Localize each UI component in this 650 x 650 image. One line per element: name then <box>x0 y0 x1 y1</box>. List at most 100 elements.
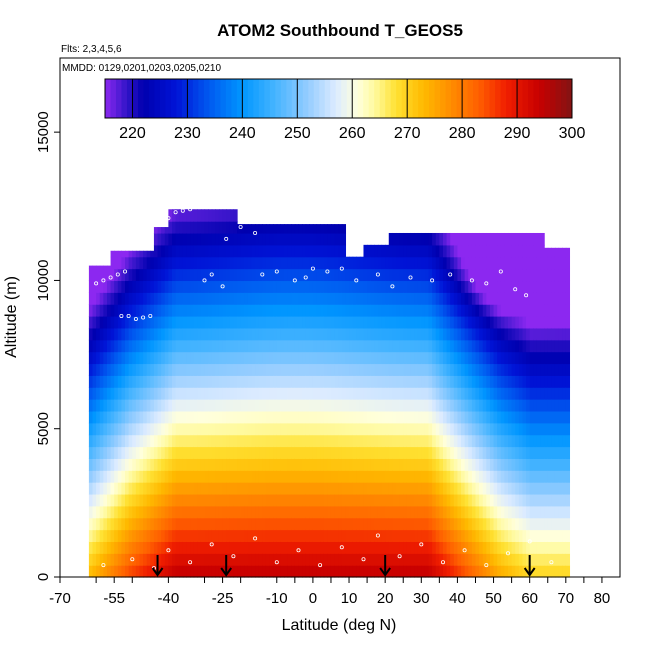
field-cell <box>117 493 123 507</box>
field-cell <box>291 244 296 258</box>
field-cell <box>237 363 242 376</box>
field-cell <box>197 410 202 424</box>
field-cell <box>251 387 256 400</box>
colorbar-cell <box>176 79 183 118</box>
field-cell <box>370 517 375 531</box>
field-cell <box>106 505 112 519</box>
field-cell <box>399 458 404 471</box>
field-cell <box>208 304 213 317</box>
field-cell <box>103 327 108 341</box>
field-cell <box>388 529 393 543</box>
field-cell <box>96 505 101 519</box>
field-cell <box>179 422 184 436</box>
field-cell <box>406 351 412 365</box>
field-cell <box>475 316 480 329</box>
field-cell <box>211 470 216 483</box>
field-cell <box>309 446 314 459</box>
field-cell <box>200 482 206 495</box>
field-cell <box>489 316 495 329</box>
field-cell <box>424 517 430 531</box>
field-cell <box>540 505 545 519</box>
field-cell <box>345 280 350 293</box>
field-cell <box>457 339 462 353</box>
field-cell <box>475 375 480 388</box>
field-cell <box>356 493 361 507</box>
field-cell <box>302 339 307 353</box>
field-cell <box>533 517 538 531</box>
field-cell <box>565 505 571 519</box>
field-cell <box>273 224 278 234</box>
field-cell <box>554 434 560 448</box>
track-point <box>231 554 236 559</box>
field-cell <box>323 244 328 258</box>
field-cell <box>551 493 556 507</box>
field-cell <box>182 529 188 543</box>
field-cell <box>276 553 281 566</box>
field-cell <box>251 399 256 412</box>
field-cell <box>385 505 390 519</box>
field-cell <box>334 316 339 329</box>
field-cell <box>175 422 180 436</box>
field-cell <box>345 339 350 353</box>
field-cell <box>352 292 357 305</box>
colorbar-cell <box>462 79 469 118</box>
field-cell <box>320 224 325 234</box>
field-cell <box>522 316 527 329</box>
field-cell <box>186 565 191 578</box>
field-cell <box>392 505 397 519</box>
field-cell <box>226 541 231 554</box>
field-cell <box>442 304 448 317</box>
field-cell <box>421 565 426 578</box>
field-cell <box>175 316 180 329</box>
field-cell <box>370 434 375 448</box>
field-cell <box>533 505 538 519</box>
field-cell <box>540 434 545 448</box>
field-cell <box>168 553 173 566</box>
field-cell <box>453 268 459 282</box>
field-cell <box>359 351 365 365</box>
field-cell <box>442 529 448 543</box>
track-point <box>253 230 258 235</box>
field-cell <box>182 422 188 436</box>
field-cell <box>233 351 238 365</box>
field-cell <box>143 482 148 495</box>
field-cell <box>312 553 318 566</box>
field-cell <box>529 387 534 400</box>
field-cell <box>457 553 462 566</box>
field-cell <box>305 517 310 531</box>
field-cell <box>403 410 408 424</box>
field-cell <box>193 387 198 400</box>
field-cell <box>298 446 303 459</box>
field-cell <box>92 316 97 329</box>
field-cell <box>215 280 220 293</box>
field-cell <box>327 351 332 365</box>
field-cell <box>547 446 552 459</box>
field-cell <box>374 280 379 293</box>
field-cell <box>218 268 224 282</box>
field-cell <box>504 517 509 531</box>
field-cell <box>327 399 332 412</box>
field-cell <box>457 316 462 329</box>
field-cell <box>305 434 310 448</box>
field-cell <box>309 224 314 234</box>
field-cell <box>229 316 235 329</box>
field-cell <box>153 327 159 341</box>
field-cell <box>482 422 487 436</box>
field-cell <box>128 375 133 388</box>
field-cell <box>410 470 415 483</box>
field-cell <box>226 292 231 305</box>
field-cell <box>182 232 188 246</box>
field-cell <box>327 458 332 471</box>
field-cell <box>544 529 549 543</box>
field-cell <box>562 268 567 282</box>
field-cell <box>273 493 278 507</box>
field-cell <box>222 316 227 329</box>
field-cell <box>334 470 339 483</box>
field-cell <box>345 565 350 578</box>
field-cell <box>276 232 281 246</box>
field-cell <box>522 351 527 365</box>
field-cell <box>161 256 166 270</box>
field-cell <box>396 387 401 400</box>
field-cell <box>526 280 531 293</box>
field-cell <box>143 446 148 459</box>
